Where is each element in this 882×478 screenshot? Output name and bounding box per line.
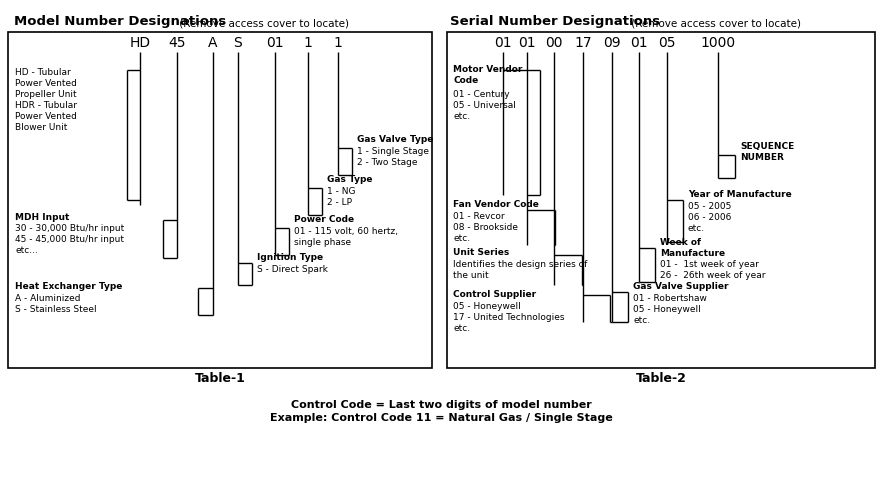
Text: Year of Manufacture: Year of Manufacture (688, 190, 792, 199)
Text: 09: 09 (603, 36, 621, 50)
Text: Example: Control Code 11 = Natural Gas / Single Stage: Example: Control Code 11 = Natural Gas /… (270, 413, 612, 423)
Text: the unit: the unit (453, 271, 489, 280)
Text: S: S (234, 36, 243, 50)
Bar (447, 32, 875, 368)
Text: etc.: etc. (688, 224, 705, 233)
Text: Table-1: Table-1 (195, 372, 245, 385)
Text: 01: 01 (630, 36, 647, 50)
Text: MDH Input: MDH Input (15, 213, 70, 222)
Text: 01 - Revcor: 01 - Revcor (453, 212, 505, 221)
Text: Manufacture: Manufacture (660, 249, 725, 258)
Text: Gas Valve Type: Gas Valve Type (357, 135, 433, 144)
Text: etc.: etc. (453, 324, 470, 333)
Text: Blower Unit: Blower Unit (15, 123, 67, 132)
Text: 06 - 2006: 06 - 2006 (688, 213, 731, 222)
Text: 1 - Single Stage: 1 - Single Stage (357, 147, 429, 156)
Text: NUMBER: NUMBER (740, 153, 784, 162)
Bar (8, 32, 432, 368)
Text: (Remove access cover to locate): (Remove access cover to locate) (176, 18, 349, 28)
Text: SEQUENCE: SEQUENCE (740, 142, 795, 151)
Text: Gas Type: Gas Type (327, 175, 372, 184)
Text: Control Supplier: Control Supplier (453, 290, 536, 299)
Text: 2 - Two Stage: 2 - Two Stage (357, 158, 417, 167)
Text: Heat Exchanger Type: Heat Exchanger Type (15, 282, 123, 291)
Text: 45: 45 (168, 36, 186, 50)
Text: 05 - Universal: 05 - Universal (453, 101, 516, 110)
Text: HDR - Tubular: HDR - Tubular (15, 101, 77, 110)
Text: etc...: etc... (15, 246, 38, 255)
Text: 01 - Robertshaw: 01 - Robertshaw (633, 294, 706, 303)
Text: 05 - Honeywell: 05 - Honeywell (453, 302, 520, 311)
Text: 17 - United Technologies: 17 - United Technologies (453, 313, 564, 322)
Text: Power Vented: Power Vented (15, 112, 77, 121)
Text: 05: 05 (658, 36, 676, 50)
Text: 08 - Brookside: 08 - Brookside (453, 223, 518, 232)
Text: Serial Number Designations: Serial Number Designations (450, 15, 660, 28)
Text: 26 -  26th week of year: 26 - 26th week of year (660, 271, 766, 280)
Text: (Remove access cover to locate): (Remove access cover to locate) (628, 18, 801, 28)
Text: Power Vented: Power Vented (15, 79, 77, 88)
Text: Unit Series: Unit Series (453, 248, 509, 257)
Text: Control Code = Last two digits of model number: Control Code = Last two digits of model … (291, 400, 591, 410)
Text: 2 - LP: 2 - LP (327, 198, 352, 207)
Text: Week of: Week of (660, 238, 701, 247)
Text: 05 - Honeywell: 05 - Honeywell (633, 305, 701, 314)
Text: Gas Valve Supplier: Gas Valve Supplier (633, 282, 729, 291)
Text: 30 - 30,000 Btu/hr input: 30 - 30,000 Btu/hr input (15, 224, 124, 233)
Text: Power Code: Power Code (294, 215, 355, 224)
Text: Table-2: Table-2 (636, 372, 686, 385)
Text: etc.: etc. (633, 316, 650, 325)
Text: A - Aluminized: A - Aluminized (15, 294, 80, 303)
Text: S - Direct Spark: S - Direct Spark (257, 265, 328, 274)
Text: Motor Vendor: Motor Vendor (453, 65, 522, 74)
Text: 01 - Century: 01 - Century (453, 90, 510, 99)
Text: 00: 00 (545, 36, 563, 50)
Text: single phase: single phase (294, 238, 351, 247)
Text: Code: Code (453, 76, 478, 85)
Text: S - Stainless Steel: S - Stainless Steel (15, 305, 97, 314)
Text: Fan Vendor Code: Fan Vendor Code (453, 200, 539, 209)
Text: Ignition Type: Ignition Type (257, 253, 323, 262)
Text: Propeller Unit: Propeller Unit (15, 90, 77, 99)
Text: 1: 1 (303, 36, 312, 50)
Text: etc.: etc. (453, 234, 470, 243)
Text: Identifies the design series of: Identifies the design series of (453, 260, 587, 269)
Text: 1 - NG: 1 - NG (327, 187, 355, 196)
Text: 01: 01 (494, 36, 512, 50)
Text: 45 - 45,000 Btu/hr input: 45 - 45,000 Btu/hr input (15, 235, 124, 244)
Text: 01 - 115 volt, 60 hertz,: 01 - 115 volt, 60 hertz, (294, 227, 398, 236)
Text: 05 - 2005: 05 - 2005 (688, 202, 731, 211)
Text: 17: 17 (574, 36, 592, 50)
Text: A: A (208, 36, 218, 50)
Text: 01: 01 (519, 36, 535, 50)
Text: 01 -  1st week of year: 01 - 1st week of year (660, 260, 759, 269)
Text: HD: HD (130, 36, 151, 50)
Text: HD - Tubular: HD - Tubular (15, 68, 71, 77)
Text: 1000: 1000 (700, 36, 736, 50)
Text: Model Number Designations: Model Number Designations (14, 15, 227, 28)
Text: 1: 1 (333, 36, 342, 50)
Text: etc.: etc. (453, 112, 470, 121)
Text: 01: 01 (266, 36, 284, 50)
